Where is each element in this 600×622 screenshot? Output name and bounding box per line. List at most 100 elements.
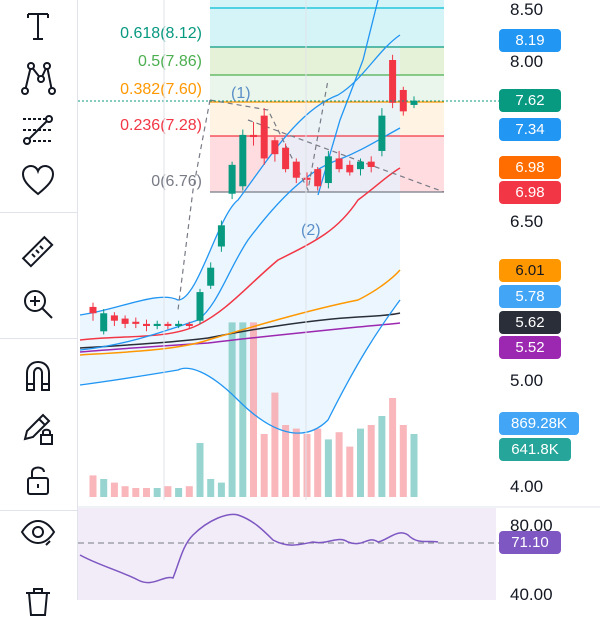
lock-drawings-button[interactable] xyxy=(14,406,62,450)
unlock-icon xyxy=(27,466,49,495)
ma-line-black xyxy=(79,312,401,349)
toolbar-separator xyxy=(0,212,77,213)
volume-bar xyxy=(164,486,172,497)
unlock-tool-button[interactable] xyxy=(14,458,62,502)
volume-badge-current: 641.8K xyxy=(499,438,571,461)
price-tick-850: 8.50 xyxy=(510,0,543,19)
candle-body xyxy=(217,225,225,247)
fib-zone-618-500 xyxy=(210,47,444,75)
candle-body xyxy=(143,323,150,326)
pattern-tool-button[interactable] xyxy=(14,56,62,100)
volume-bar xyxy=(410,434,418,497)
rsi-background xyxy=(78,508,496,600)
volume-bar xyxy=(303,434,311,497)
candle-body xyxy=(185,323,193,326)
fib-label-0: 0(6.76) xyxy=(151,173,202,190)
fib-label-618: 0.618(8.12) xyxy=(120,25,202,42)
price-chart[interactable]: 0.618(8.12) 0.5(7.86) 0.382(7.60) 0.236(… xyxy=(78,0,600,600)
drawing-toolbar xyxy=(0,0,78,616)
toolbar-separator xyxy=(0,510,77,511)
bollinger-upper xyxy=(79,34,401,316)
ruler-tool-button[interactable] xyxy=(14,230,62,274)
price-badge-7-34: 7.34 xyxy=(499,118,561,141)
volume-bar xyxy=(271,392,279,497)
eye-icon xyxy=(20,519,56,546)
candle-body xyxy=(378,115,386,151)
candle-body xyxy=(303,177,311,180)
candle-body xyxy=(357,161,364,170)
fib-label-382: 0.382(7.60) xyxy=(120,81,202,98)
chart-area[interactable]: 0.618(8.12) 0.5(7.86) 0.382(7.60) 0.236(… xyxy=(78,0,600,600)
volume-bar xyxy=(185,486,193,497)
candle-body xyxy=(271,140,279,155)
rsi-tick-80: 80.00 xyxy=(510,516,553,535)
volume-badge-ma: 869.28K xyxy=(499,412,579,435)
text-icon xyxy=(27,13,49,40)
candle-body xyxy=(314,169,322,187)
candle-body xyxy=(153,323,161,326)
trash-icon xyxy=(26,588,50,616)
volume-bar xyxy=(143,488,150,497)
candlesticks xyxy=(89,54,418,335)
zoom-tool-button[interactable] xyxy=(14,282,62,326)
volume-bar xyxy=(110,482,118,497)
fib-label-236: 0.236(7.28) xyxy=(120,117,202,134)
price-badge-6-01: 6.01 xyxy=(499,259,561,282)
pencil-lock-icon xyxy=(23,413,53,445)
remove-drawings-button[interactable] xyxy=(14,578,62,622)
price-badge-5-52: 5.52 xyxy=(499,336,561,359)
wave-label-2: (2) xyxy=(301,222,321,239)
bollinger-fill xyxy=(80,35,400,434)
price-tick-800: 8.00 xyxy=(510,52,543,71)
volume-bar xyxy=(132,488,140,497)
volume-bars xyxy=(89,322,418,497)
volume-bar xyxy=(357,428,364,497)
candle-body xyxy=(121,318,129,324)
magnet-tool-button[interactable] xyxy=(14,354,62,398)
price-tick-650: 6.50 xyxy=(510,212,543,231)
rsi-tick-40: 40.00 xyxy=(510,585,553,600)
volume-bar xyxy=(314,428,322,497)
candle-body xyxy=(239,134,247,187)
pattern-icon xyxy=(21,62,56,95)
candle-body xyxy=(110,315,118,321)
candle-body xyxy=(335,158,343,170)
rsi-badge: 71.10 xyxy=(499,531,561,554)
candle-body xyxy=(346,164,354,173)
candle-body xyxy=(367,161,375,167)
hide-drawings-button[interactable] xyxy=(14,510,62,554)
price-badge-current: 7.62 xyxy=(499,89,561,112)
candle-body xyxy=(132,321,140,324)
fib-tool-button[interactable] xyxy=(14,108,62,152)
price-tick-500: 5.00 xyxy=(510,371,543,390)
volume-bar xyxy=(367,425,375,497)
fib-label-500: 0.5(7.86) xyxy=(138,53,202,70)
candle-body xyxy=(100,313,108,332)
bollinger-lower xyxy=(79,299,401,434)
volume-bar xyxy=(292,428,300,497)
volume-bar xyxy=(207,479,215,497)
volume-bar xyxy=(121,486,129,497)
ma-line-orange xyxy=(79,269,401,356)
volume-bar xyxy=(196,443,204,497)
volume-bar xyxy=(175,488,183,497)
volume-bar xyxy=(250,322,257,497)
candle-body xyxy=(89,306,97,314)
candle-body xyxy=(389,60,397,103)
zoom-in-icon xyxy=(24,290,53,319)
candle-body xyxy=(228,164,236,194)
fib-zone-top xyxy=(210,0,444,47)
candle-body xyxy=(175,323,183,326)
volume-bar xyxy=(100,479,108,497)
rsi-line xyxy=(79,513,439,584)
candle-body xyxy=(260,115,268,159)
ruler-icon xyxy=(21,235,54,268)
volume-bar xyxy=(282,425,290,497)
fib-icon xyxy=(23,115,53,145)
candle-body xyxy=(324,156,332,184)
volume-bar xyxy=(89,475,97,497)
candle-body xyxy=(196,292,204,321)
favorites-tool-button[interactable] xyxy=(14,158,62,202)
volume-bar xyxy=(217,482,225,497)
text-tool-button[interactable] xyxy=(14,4,62,48)
